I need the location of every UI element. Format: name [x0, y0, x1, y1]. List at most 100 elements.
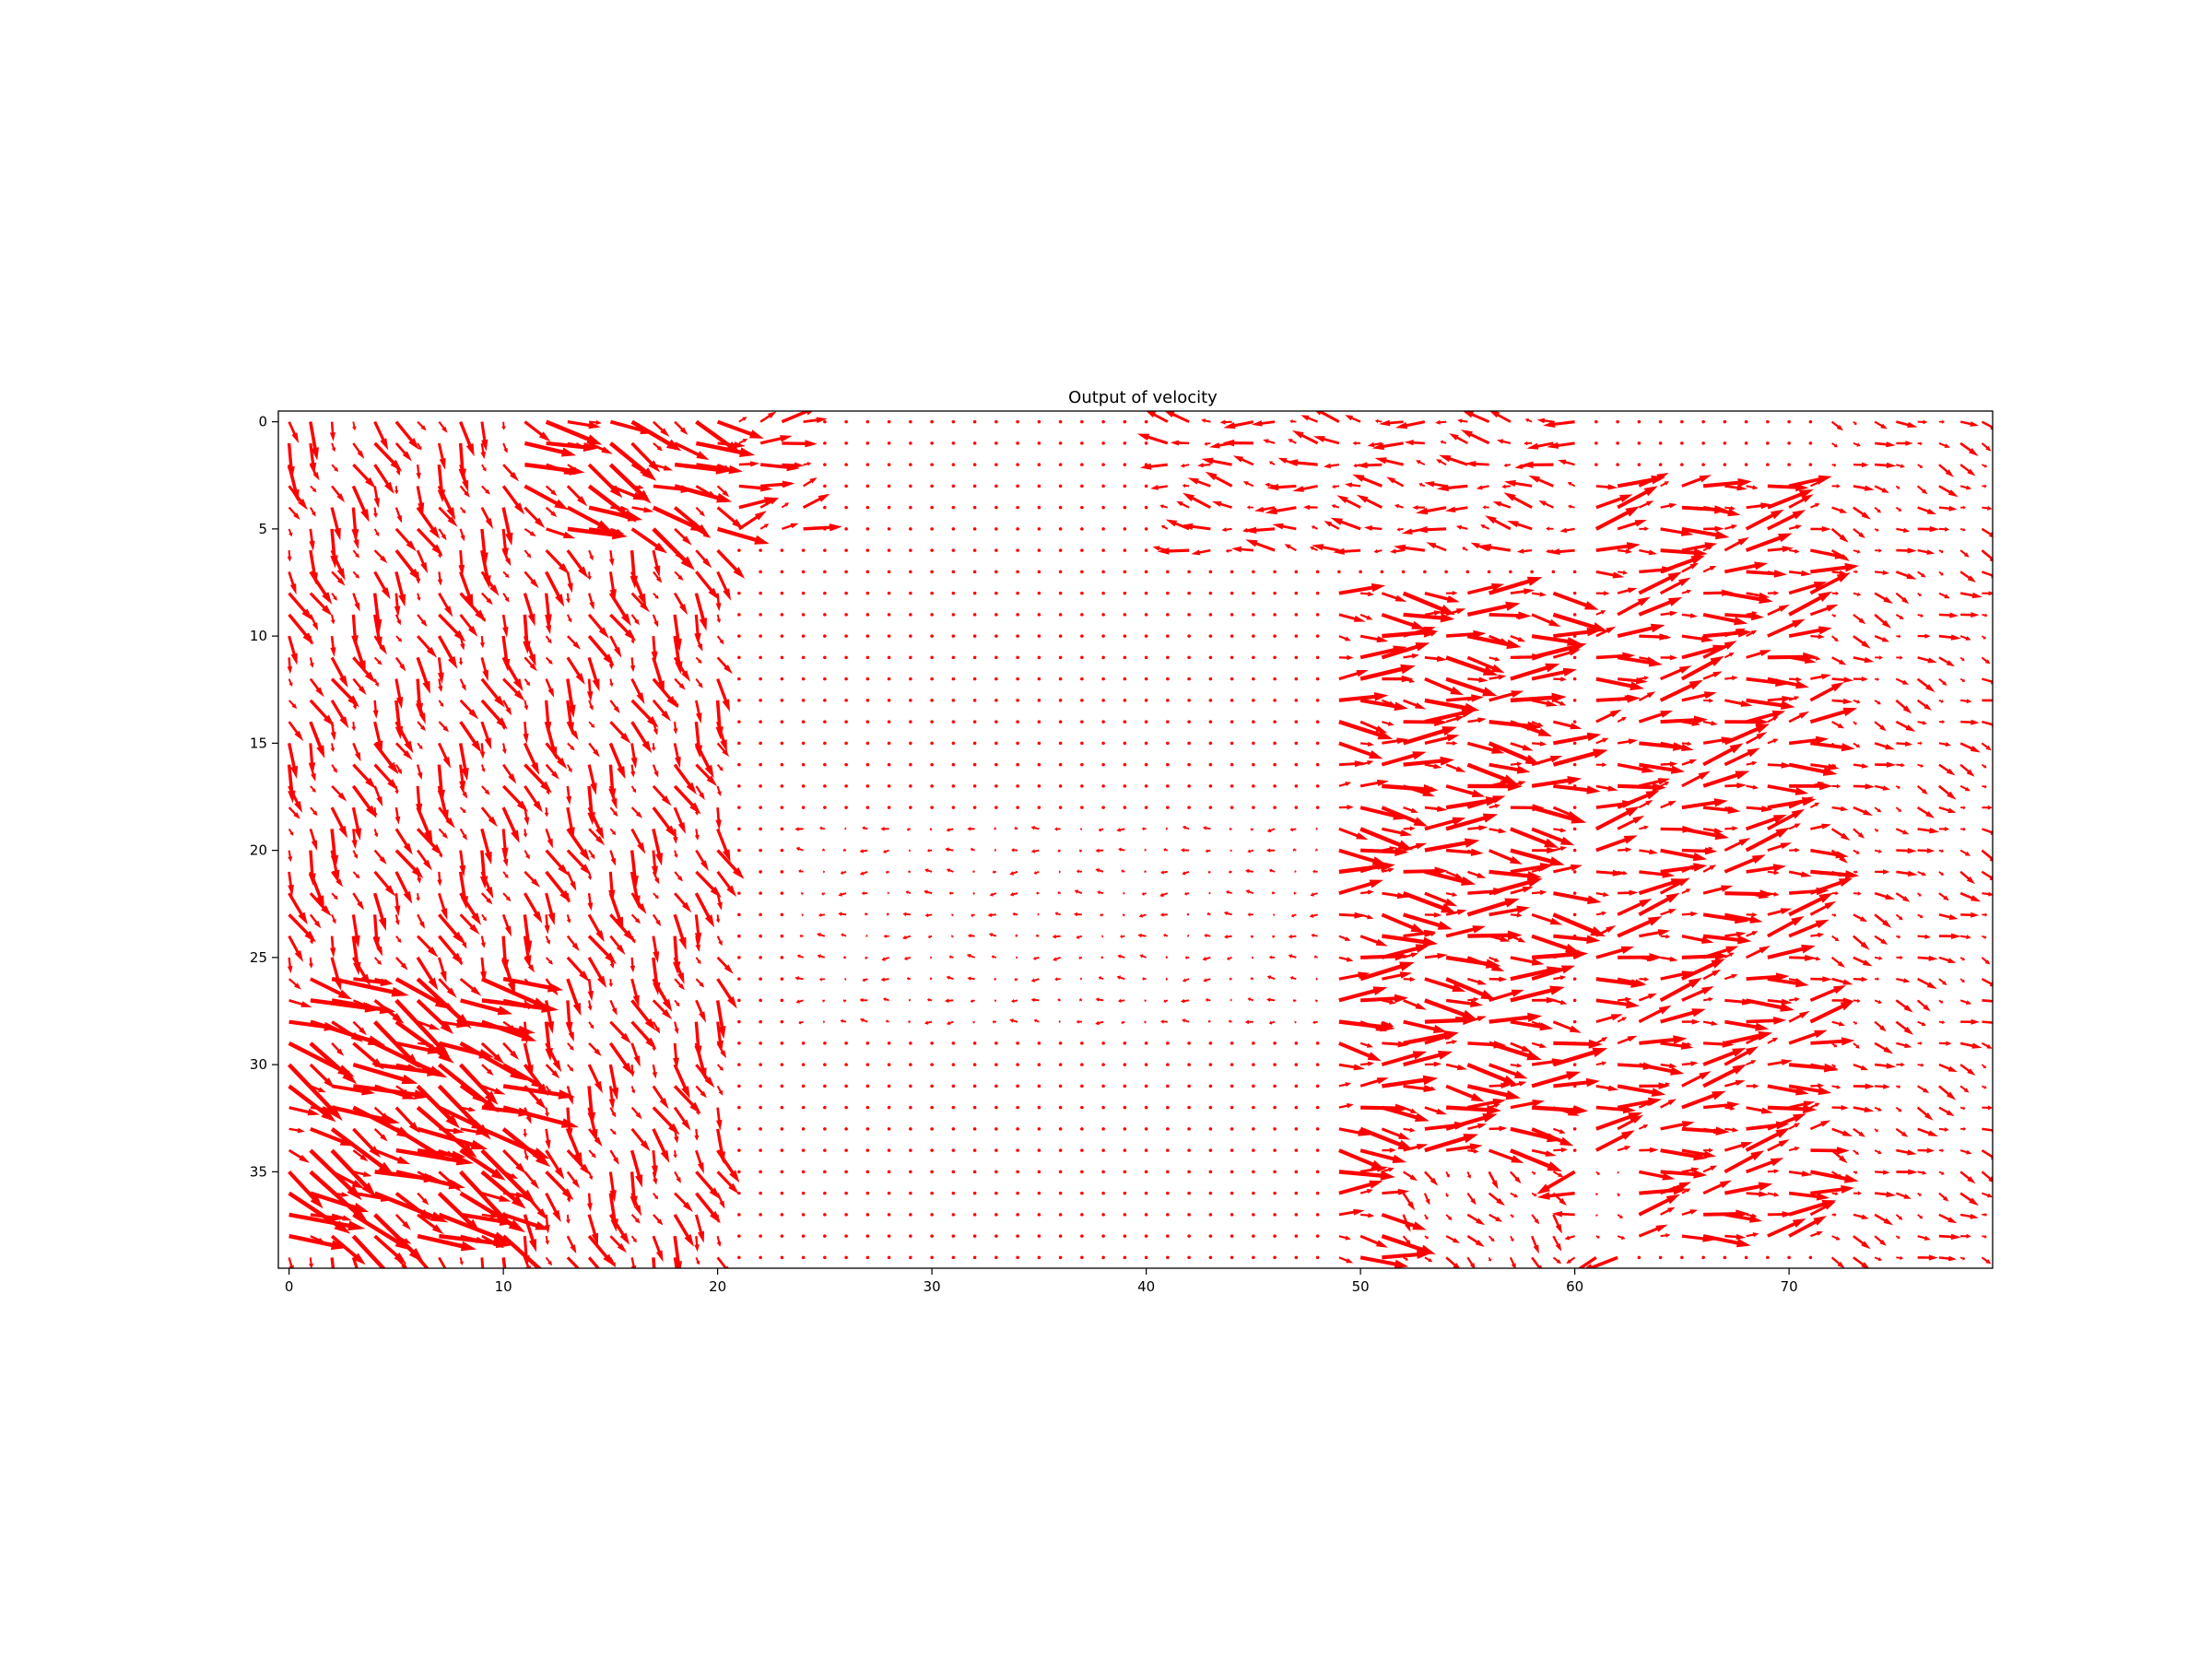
quiver-arrow [1424, 734, 1460, 745]
quiver-arrow [1123, 912, 1125, 917]
quiver-arrow [798, 869, 804, 874]
quiver-point [1144, 1041, 1148, 1045]
quiver-arrow [1445, 909, 1467, 916]
quiver-arrow [1444, 506, 1468, 512]
quiver-arrow [1098, 976, 1104, 981]
quiver-arrow [738, 417, 747, 423]
quiver-point [1016, 1148, 1019, 1152]
quiver-point [780, 655, 784, 660]
quiver-arrow [1100, 955, 1104, 959]
quiver-arrow [1488, 804, 1500, 809]
quiver-arrow [352, 763, 376, 789]
quiver-arrow [673, 1257, 678, 1268]
quiver-arrow [1403, 784, 1435, 797]
quiver-arrow [905, 890, 912, 895]
quiver-arrow [1095, 997, 1104, 1002]
quiver-arrow [1531, 867, 1544, 873]
quiver-arrow [1982, 484, 1987, 488]
quiver-arrow [587, 893, 594, 912]
quiver-arrow [1767, 762, 1793, 769]
quiver-arrow [1568, 504, 1575, 509]
quiver-arrow [1681, 1061, 1699, 1066]
quiver-point [1037, 1084, 1041, 1088]
quiver-arrow [1938, 549, 1944, 554]
quiver-arrow [1810, 548, 1848, 559]
quiver-arrow [1617, 1146, 1631, 1152]
quiver-arrow [394, 678, 404, 710]
quiver-arrow [1746, 998, 1794, 1012]
quiver-arrow [1510, 692, 1567, 703]
quiver-arrow [288, 592, 313, 621]
quiver-arrow [1531, 912, 1563, 925]
quiver-arrow [309, 913, 322, 929]
quiver-point [1230, 634, 1234, 638]
quiver-arrow [1724, 561, 1769, 574]
quiver-arrow [652, 656, 665, 694]
quiver-point [972, 484, 977, 488]
quiver-point [844, 699, 848, 702]
quiver-point [1208, 570, 1213, 574]
quiver-arrow [1746, 485, 1759, 490]
quiver-point [887, 441, 891, 445]
quiver-arrow [373, 420, 389, 451]
quiver-arrow [1424, 655, 1448, 662]
quiver-arrow [1424, 998, 1477, 1020]
quiver-point [930, 655, 934, 660]
quiver-point [1101, 677, 1105, 681]
quiver-point [1101, 441, 1105, 445]
quiver-arrow [1552, 1256, 1561, 1265]
quiver-arrow [1223, 911, 1232, 916]
quiver-arrow [1746, 1213, 1758, 1218]
quiver-point [909, 548, 912, 552]
quiver-arrow [1359, 1148, 1406, 1163]
quiver-arrow [1176, 500, 1190, 509]
quiver-point [801, 634, 806, 638]
quiver-point [1208, 1041, 1213, 1045]
quiver-point [823, 741, 827, 746]
quiver-arrow [1073, 912, 1082, 917]
quiver-arrow [674, 999, 680, 1007]
quiver-arrow [1436, 459, 1447, 466]
quiver-arrow [1359, 634, 1389, 643]
quiver-arrow [330, 806, 347, 839]
quiver-arrow [1488, 905, 1530, 917]
quiver-point [780, 1019, 784, 1024]
quiver-point [1144, 720, 1148, 724]
quiver-arrow [1830, 1149, 1848, 1164]
quiver-arrow [1853, 656, 1875, 664]
quiver-arrow [738, 461, 760, 467]
quiver-point [737, 1191, 741, 1195]
quiver-arrow [1338, 956, 1354, 962]
quiver-arrow [1488, 1148, 1524, 1163]
quiver-arrow [1702, 934, 1752, 945]
quiver-arrow [1510, 887, 1534, 895]
quiver-arrow [1521, 461, 1554, 469]
quiver-arrow [1810, 562, 1859, 574]
quiver-arrow [566, 1021, 574, 1042]
quiver-arrow [502, 549, 512, 567]
quiver-arrow [1746, 1158, 1784, 1174]
quiver-point [1315, 1191, 1320, 1195]
quiver-arrow [631, 485, 644, 490]
quiver-point [801, 1213, 806, 1217]
quiver-arrow [1076, 1019, 1082, 1024]
quiver-point [1123, 806, 1127, 809]
quiver-arrow [1595, 1130, 1635, 1152]
quiver-arrow [1488, 674, 1507, 680]
quiver-arrow [1382, 1041, 1409, 1048]
quiver-arrow [1552, 1106, 1580, 1116]
quiver-arrow [1424, 953, 1448, 959]
quiver-arrow [1938, 784, 1957, 800]
quiver-arrow [288, 506, 300, 521]
quiver-arrow [1875, 1063, 1897, 1069]
quiver-arrow [1788, 696, 1800, 701]
quiver-arrow [1746, 815, 1787, 831]
quiver-arrow [1488, 576, 1543, 595]
quiver-arrow [1853, 935, 1870, 950]
quiver-point [1080, 634, 1084, 638]
quiver-point [951, 548, 956, 552]
quiver-arrow [989, 892, 997, 897]
quiver-point [1101, 720, 1105, 724]
quiver-arrow [1080, 827, 1083, 831]
quiver-arrow [1831, 935, 1840, 942]
